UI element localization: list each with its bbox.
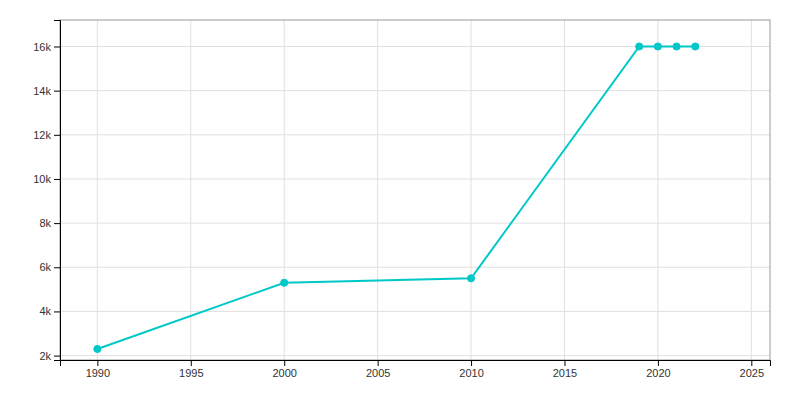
x-tick: 2005 xyxy=(366,360,390,379)
grid-line xyxy=(471,20,472,360)
grid-line xyxy=(190,20,191,360)
tick-mark xyxy=(284,360,285,366)
grid-line xyxy=(60,223,770,224)
tick-mark xyxy=(54,46,60,47)
point xyxy=(467,275,474,282)
marks xyxy=(94,43,699,353)
tick-label: 2020 xyxy=(646,367,670,379)
y-tick: 8k xyxy=(39,217,60,229)
grid-line xyxy=(60,178,770,179)
tick-label: 8k xyxy=(39,217,51,229)
tick-label: 2005 xyxy=(366,367,390,379)
line xyxy=(97,46,695,348)
tick-mark xyxy=(564,360,565,366)
tick-mark xyxy=(658,360,659,366)
tick-label: 12k xyxy=(33,129,51,141)
tick-mark xyxy=(471,360,472,366)
tick-label: 14k xyxy=(33,85,51,97)
tick-label: 4k xyxy=(39,305,51,317)
x-tick: 1995 xyxy=(179,360,203,379)
tick-mark xyxy=(54,179,60,180)
plot-frame xyxy=(60,20,770,360)
y-tick: 12k xyxy=(33,129,60,141)
tick-label: 10k xyxy=(33,173,51,185)
point xyxy=(654,43,661,50)
tick-mark xyxy=(751,360,752,366)
x-tick: 2015 xyxy=(553,360,577,379)
point xyxy=(673,43,680,50)
chart: 1990 1995 2000 2005 2010 2015 2020 2025 2k 4k 6k 8k… xyxy=(0,0,800,400)
axis-line xyxy=(54,21,61,361)
tick-mark xyxy=(97,360,98,366)
y-tick: 16k xyxy=(33,41,60,53)
grid-line xyxy=(377,20,378,360)
tick-label: 1990 xyxy=(86,367,110,379)
point xyxy=(94,345,101,352)
point xyxy=(636,43,643,50)
tick-mark xyxy=(54,356,60,357)
tick-mark xyxy=(191,360,192,366)
grid xyxy=(60,20,770,360)
y-tick: 14k xyxy=(33,85,60,97)
tick-mark xyxy=(378,360,379,366)
grid-line xyxy=(60,311,770,312)
tick-label: 2015 xyxy=(553,367,577,379)
tick-label: 2000 xyxy=(272,367,296,379)
x-axis: 1990 1995 2000 2005 2010 2015 2020 2025 xyxy=(61,360,771,379)
grid-line xyxy=(60,355,770,356)
x-tick: 2025 xyxy=(740,360,764,379)
tick-mark xyxy=(54,223,60,224)
tick-label: 2k xyxy=(39,350,51,362)
tick-label: 16k xyxy=(33,41,51,53)
tick-label: 6k xyxy=(39,261,51,273)
x-tick: 2000 xyxy=(272,360,296,379)
tick-label: 2010 xyxy=(459,367,483,379)
y-tick: 6k xyxy=(39,261,60,273)
grid-line xyxy=(657,20,658,360)
grid-line xyxy=(60,134,770,135)
tick-label: 2025 xyxy=(740,367,764,379)
tick-mark xyxy=(54,311,60,312)
point xyxy=(281,279,288,286)
axis-line xyxy=(61,361,771,367)
x-tick: 2010 xyxy=(459,360,483,379)
grid-line xyxy=(60,90,770,91)
tick-mark xyxy=(54,91,60,92)
y-axis: 2k 4k 6k 8k 10k 12k 14k 16k xyxy=(33,21,60,362)
y-tick: 2k xyxy=(39,350,60,362)
y-tick: 4k xyxy=(39,305,60,317)
x-tick: 2020 xyxy=(646,360,670,379)
grid-line xyxy=(97,20,98,360)
x-tick: 1990 xyxy=(86,360,110,379)
grid-line xyxy=(60,267,770,268)
tick-label: 1995 xyxy=(179,367,203,379)
grid-line xyxy=(284,20,285,360)
y-tick: 10k xyxy=(33,173,60,185)
point xyxy=(692,43,699,50)
grid-line xyxy=(751,20,752,360)
grid-line xyxy=(564,20,565,360)
tick-mark xyxy=(54,135,60,136)
plot-area: 1990 1995 2000 2005 2010 2015 2020 2025 2k 4k 6k 8k… xyxy=(33,20,770,379)
tick-mark xyxy=(54,267,60,268)
